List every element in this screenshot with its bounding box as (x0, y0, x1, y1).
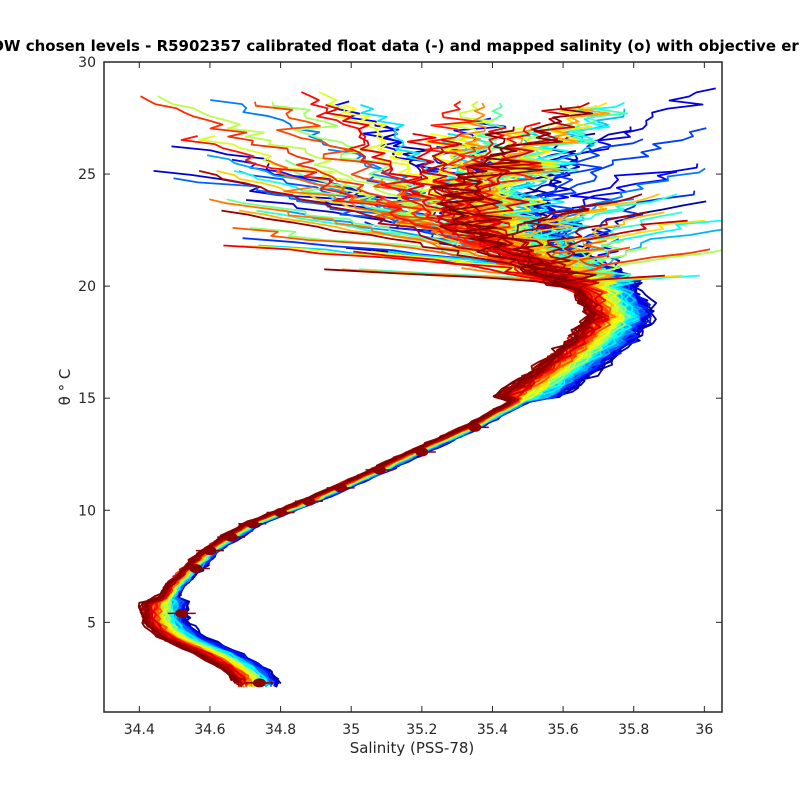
mapped-salinity-point (203, 546, 217, 556)
y-tick-label: 10 (78, 503, 96, 519)
axis-ticks: 34.4 34.6 34.8 35 35.2 35.4 35.6 35.8 36 5 10 15 20 2… (78, 55, 722, 738)
float-profile-line (160, 197, 624, 683)
mapped-salinity-point (189, 564, 203, 574)
x-tick-label: 34.6 (194, 722, 225, 738)
mapped-salinity-point (252, 678, 266, 688)
x-tick-label: 35.4 (477, 722, 508, 738)
chart-title: OW chosen levels - R5902357 calibrated f… (0, 37, 800, 55)
plot-frame (103, 61, 723, 713)
mapped-salinity-point (224, 532, 238, 542)
x-tick-label: 34.8 (265, 722, 296, 738)
x-tick-label: 35.8 (618, 722, 649, 738)
y-tick-label: 25 (78, 167, 96, 183)
mapped-salinity-markers (167, 422, 489, 688)
mapped-salinity-point (175, 608, 189, 618)
y-tick-label: 30 (78, 55, 96, 71)
plot-area (104, 62, 722, 712)
y-axis-label: θ ° C (56, 369, 74, 406)
mapped-salinity-point (415, 447, 429, 457)
y-tick-label: 5 (87, 615, 96, 631)
mapped-salinity-point (302, 496, 316, 506)
x-axis-label: Salinity (PSS-78) (350, 739, 475, 757)
mapped-salinity-point (245, 519, 259, 529)
x-tick-label: 35.2 (406, 722, 437, 738)
mapped-salinity-point (372, 465, 386, 475)
x-tick-label: 34.4 (124, 722, 155, 738)
mapped-salinity-point (468, 422, 482, 432)
y-tick-label: 20 (78, 279, 96, 295)
x-tick-label: 36 (695, 722, 713, 738)
x-tick-label: 35 (342, 722, 360, 738)
x-tick-label: 35.6 (547, 722, 578, 738)
y-tick-label: 15 (78, 391, 96, 407)
mapped-salinity-point (334, 483, 348, 493)
float-profile-line (137, 126, 592, 684)
mapped-salinity-point (274, 508, 288, 518)
